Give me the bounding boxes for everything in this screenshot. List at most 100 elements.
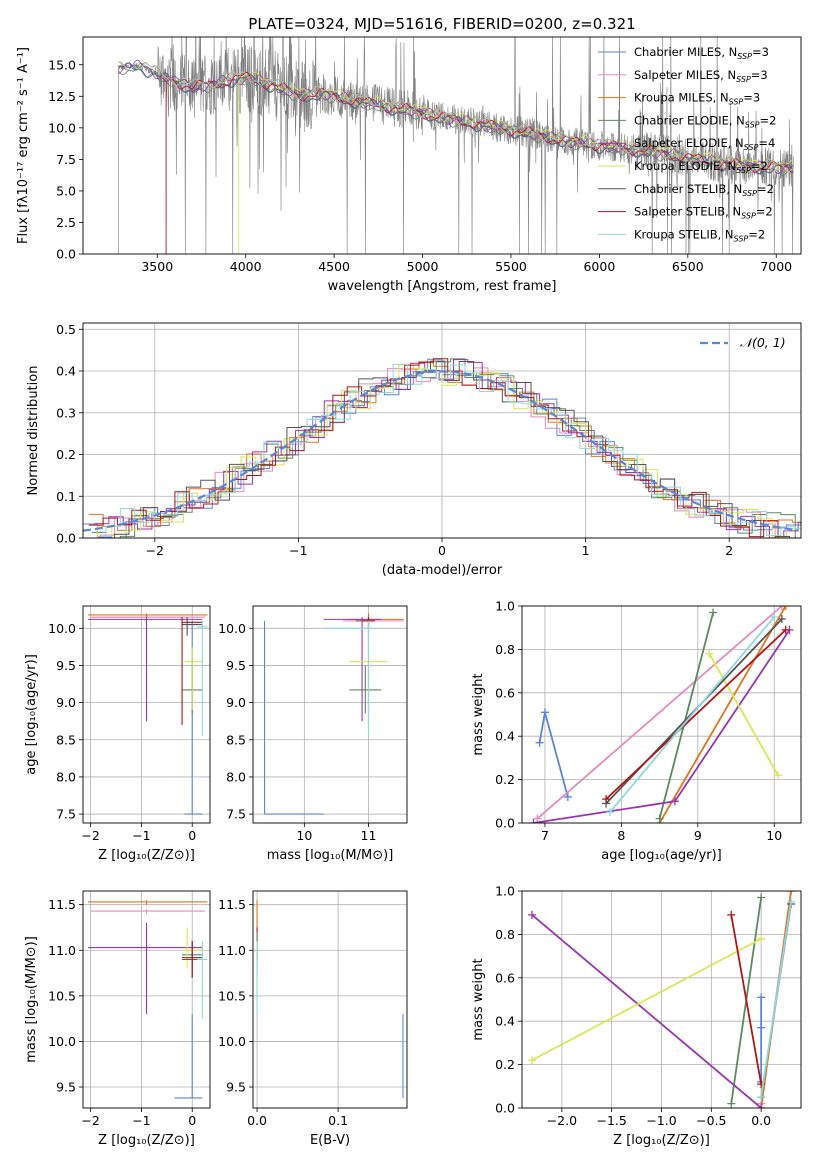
x-tick-label: 5500 <box>495 259 527 274</box>
weight-point-kroupa_stelib <box>787 897 796 906</box>
legend-entry: Kroupa STELIB, NSSP=2 <box>634 227 765 243</box>
weight-point-chabrier_miles <box>757 1023 766 1032</box>
x-axis-label: Z [log₁₀(Z/Z⊙)] <box>98 1133 195 1148</box>
x-tick-label: −2.0 <box>547 1113 577 1128</box>
x-tick-label: 4500 <box>318 259 350 274</box>
weight-point-kroupa_stelib <box>757 1093 766 1102</box>
axes-frame <box>521 890 802 1109</box>
panel-spectrum: 3500 4000 4500 5000 5500 6000 6500 7000 0.0 2.5 5.… <box>16 36 802 294</box>
x-axis-label: mass [log₁₀(M/M⊙)] <box>267 848 394 863</box>
weight-point-salpeter_stelib <box>727 910 736 919</box>
x-tick-label: 3500 <box>141 259 173 274</box>
legend-entry: Chabrier STELIB, NSSP=2 <box>634 182 774 198</box>
legend-entry: Chabrier MILES, NSSP=3 <box>634 45 769 61</box>
weight-point-salpeter_elodie <box>527 910 536 919</box>
x-tick-label: −1 <box>132 828 150 843</box>
weight-point-kroupa_elodie <box>757 934 766 943</box>
weight-point-chabrier_miles <box>757 993 766 1002</box>
weight-point-kroupa_elodie <box>774 771 783 780</box>
y-tick-label: 8.0 <box>56 769 76 784</box>
x-axis-label: Z [log₁₀(Z/Z⊙)] <box>98 848 195 863</box>
weight-series-salpeter_elodie <box>531 914 762 1108</box>
chart-panels: 3500 4000 4500 5000 5500 6000 6500 70000.02.55.… <box>16 36 802 1148</box>
weight-point-chabrier_miles <box>535 738 544 747</box>
y-tick-label: 9.5 <box>56 658 76 673</box>
model-fit-kroupa_miles <box>118 61 794 173</box>
x-tick-label: −1.0 <box>646 1113 676 1128</box>
x-tick-label: 4000 <box>230 259 262 274</box>
y-tick-label: 10.5 <box>48 988 76 1003</box>
weight-point-chabrier_stelib <box>777 615 786 624</box>
weight-point-salpeter_stelib <box>781 625 790 634</box>
panel-mass_vs_Z: −2 −1 0 9.5 10.0 10.5 11.0 11.5 Z [log₁₀(Z/Z⊙)] m… <box>24 890 211 1148</box>
y-tick-label: 10.0 <box>48 1034 76 1049</box>
x-tick-label: 6500 <box>672 259 704 274</box>
axes-frame <box>82 36 802 255</box>
legend-entry: Chabrier ELODIE, NSSP=2 <box>634 113 776 129</box>
axes-frame <box>252 605 408 824</box>
weight-series-kroupa_miles <box>658 606 787 823</box>
weight-series-kroupa_elodie <box>531 937 762 1062</box>
x-tick-label: −1.5 <box>596 1113 626 1128</box>
y-tick-label: 9.5 <box>226 658 246 673</box>
residual-histogram-chabrier_miles <box>83 358 801 538</box>
y-tick-label: 0.3 <box>56 405 76 420</box>
plot-area <box>118 37 795 254</box>
weight-point-chabrier_miles <box>540 708 549 717</box>
x-tick-label: −1 <box>132 1113 150 1128</box>
weight-series-kroupa_stelib <box>760 901 792 1098</box>
x-axis-label: (data-model)/error <box>382 563 503 578</box>
weight-series-salpeter_stelib <box>730 914 763 1085</box>
x-tick-label: 0 <box>438 543 446 558</box>
model-fit-kroupa_stelib <box>118 61 794 173</box>
y-tick-label: 10.0 <box>218 1034 246 1049</box>
weight-point-chabrier_elodie <box>709 608 718 617</box>
plot-area <box>529 606 794 823</box>
y-tick-label: 0.1 <box>56 489 76 504</box>
y-tick-label: 0.6 <box>495 970 515 985</box>
x-tick-label: 0 <box>188 828 196 843</box>
y-tick-label: 2.5 <box>56 215 76 230</box>
y-tick-label: 0.0 <box>56 247 76 262</box>
y-tick-label: 0.8 <box>495 642 515 657</box>
weight-point-salpeter_elodie <box>757 1104 766 1108</box>
model-fit-salpeter_stelib <box>165 71 793 254</box>
plot-area <box>88 613 208 815</box>
x-tick-label: −2 <box>146 543 164 558</box>
weight-series-kroupa_stelib <box>609 616 775 813</box>
y-tick-label: 0.0 <box>56 531 76 546</box>
y-tick-label: 9.5 <box>56 1080 76 1095</box>
y-tick-label: 8.5 <box>226 732 246 747</box>
x-axis-label: age [log₁₀(age/yr)] <box>601 848 722 863</box>
x-tick-label: −1 <box>289 543 307 558</box>
y-axis-label: mass weight <box>471 958 486 1040</box>
plot-area <box>527 891 796 1108</box>
x-axis-label: Z [log₁₀(Z/Z⊙)] <box>613 1133 710 1148</box>
y-tick-label: 8.5 <box>56 732 76 747</box>
plot-area <box>88 900 208 1099</box>
x-tick-label: −2 <box>81 1113 99 1128</box>
y-tick-label: 0.6 <box>495 685 515 700</box>
axes-frame <box>82 322 802 539</box>
residual-histogram-salpeter_stelib <box>88 358 801 538</box>
weight-point-kroupa_miles <box>787 891 796 895</box>
x-tick-label: 8 <box>617 828 625 843</box>
x-tick-label: 1 <box>582 543 590 558</box>
panel-weight_vs_age: 7 8 9 10 0.0 0.2 0.4 0.6 0.8 1.0 age [log₁₀(age/yr… <box>471 599 802 863</box>
x-tick-label: 5000 <box>407 259 439 274</box>
y-tick-label: 10.0 <box>48 621 76 636</box>
residual-histogram-kroupa_miles <box>88 361 801 531</box>
y-tick-label: 10.5 <box>218 988 246 1003</box>
weight-point-salpeter_elodie <box>529 819 538 823</box>
y-tick-label: 0.2 <box>495 772 515 787</box>
y-tick-label: 8.0 <box>226 769 246 784</box>
weight-point-chabrier_elodie <box>727 1099 736 1108</box>
spectrum-legend: Chabrier MILES, NSSP=3 Salpeter MILES, NS… <box>598 45 776 243</box>
x-tick-label: 9 <box>694 828 702 843</box>
x-tick-label: −2 <box>81 828 99 843</box>
weight-point-salpeter_miles <box>533 814 542 823</box>
y-tick-label: 0.2 <box>495 1057 515 1072</box>
legend-entry: Kroupa MILES, NSSP=3 <box>634 91 760 107</box>
axes-frame <box>521 605 802 824</box>
y-tick-label: 0.4 <box>495 729 515 744</box>
